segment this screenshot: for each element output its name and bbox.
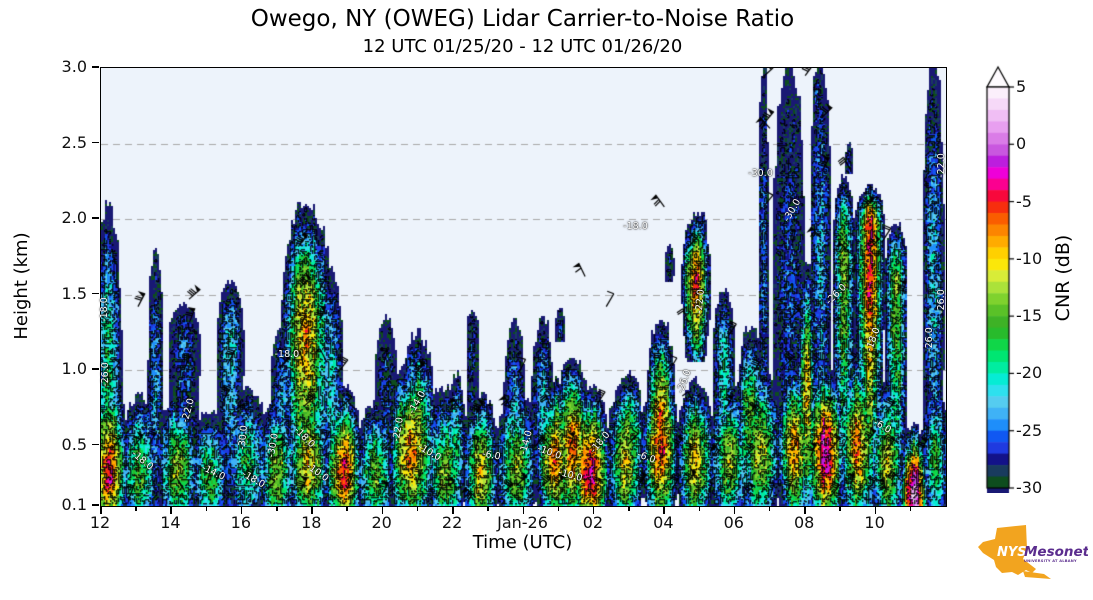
logo-tagline-text: UNIVERSITY AT ALBANY: [1024, 559, 1077, 563]
long-island-shape: [1023, 571, 1051, 579]
logo-nys-text: NYS: [997, 545, 1027, 560]
y-tick-label: 1.5: [61, 283, 87, 303]
x-minor-tick-mark: [135, 507, 137, 511]
x-minor-tick-mark: [205, 507, 208, 511]
x-minor-tick-mark: [839, 507, 841, 511]
x-minor-tick-mark: [487, 507, 489, 511]
colorbar: [984, 65, 1018, 493]
contour-label: -18.0: [274, 348, 300, 360]
y-tick-label: 2.0: [61, 208, 87, 228]
y-tick-label: 1.0: [61, 359, 87, 379]
chart-subtitle: 12 UTC 01/25/20 - 12 UTC 01/26/20: [362, 36, 683, 57]
contour-label: -26.0: [935, 289, 947, 314]
logo-mesonet-text: Mesonet: [1024, 544, 1088, 560]
y-tick-mark: [92, 368, 99, 370]
colorbar-tick-label: -20: [1016, 363, 1043, 383]
x-tick-label: 14: [160, 513, 181, 532]
colorbar-tick-label: -25: [1016, 420, 1043, 440]
x-tick-label: 12: [89, 513, 111, 532]
colorbar-tick-label: -30: [1016, 478, 1043, 497]
contour-label: -26.0: [923, 327, 935, 352]
x-tick-mark: [804, 507, 806, 514]
y-tick-mark: [92, 292, 99, 295]
y-tick-mark: [92, 66, 99, 68]
x-tick-label: 22: [441, 513, 463, 532]
x-tick-label: 04: [653, 513, 674, 532]
x-tick-mark: [381, 507, 384, 514]
y-tick-label: 3.0: [61, 57, 87, 76]
x-tick-mark: [240, 507, 243, 514]
y-tick-mark: [92, 217, 99, 219]
colorbar-tick-label: 5: [1016, 77, 1027, 96]
x-tick-mark: [170, 507, 172, 514]
x-minor-tick-mark: [557, 507, 560, 511]
y-tick-label: 2.5: [61, 132, 87, 152]
y-tick-label: 0.1: [61, 495, 87, 514]
nys-badge: [994, 544, 1022, 559]
x-tick-mark: [311, 507, 313, 514]
y-tick-label: 0.5: [61, 434, 87, 454]
x-tick-mark: [522, 507, 524, 514]
colorbar-tick-label: -5: [1016, 191, 1032, 211]
x-tick-label: 20: [371, 513, 392, 532]
colorbar-tick-label: -15: [1016, 306, 1043, 326]
x-tick-label: 18: [301, 513, 322, 532]
x-tick-mark: [663, 507, 665, 514]
contour-label: -30.0: [236, 424, 250, 451]
x-tick-mark: [100, 507, 102, 514]
contour-label: -22.0: [935, 153, 947, 178]
contour-label: -30.0: [748, 167, 773, 179]
x-tick-mark: [452, 507, 454, 514]
x-minor-tick-mark: [276, 507, 278, 511]
x-minor-tick-mark: [909, 507, 912, 511]
plot-area: -18.0 -26.0 -18.0 -22.0 -14.0 -30.0 -18.0 -18.0…: [99, 67, 947, 507]
x-tick-label: 10: [864, 513, 885, 532]
x-tick-mark: [592, 507, 595, 514]
y-axis-label: Height (km): [11, 232, 32, 340]
x-minor-tick-mark: [416, 507, 419, 511]
y-tick-mark: [92, 443, 99, 446]
x-minor-tick-mark: [346, 507, 348, 511]
y-tick-mark: [92, 504, 99, 506]
x-axis-label: Time (UTC): [472, 532, 573, 553]
x-tick-label: 06: [723, 513, 744, 532]
x-minor-tick-mark: [698, 507, 701, 511]
x-tick-label: 16: [230, 513, 251, 532]
x-tick-mark: [874, 507, 877, 514]
x-tick-label: Jan-26: [497, 513, 548, 532]
nys-mesonet-logo: NYS Mesonet UNIVERSITY AT ALBANY: [978, 525, 1088, 579]
contour-label: -18.0: [623, 220, 648, 232]
contour-label: -26.0: [100, 361, 112, 387]
colorbar-tick-label: 0: [1016, 134, 1027, 154]
colorbar-label: CNR (dB): [1052, 234, 1074, 322]
colorbar-tick-label: -10: [1016, 248, 1043, 268]
contour-label: -18.0: [99, 296, 111, 322]
cnr-heatmap-canvas: [101, 68, 946, 506]
y-tick-mark: [92, 141, 99, 144]
x-tick-label: 02: [582, 513, 604, 532]
x-tick-mark: [733, 507, 736, 514]
x-minor-tick-mark: [628, 507, 630, 511]
chart-title: Owego, NY (OWEG) Lidar Carrier-to-Noise …: [250, 6, 795, 32]
x-tick-label: 08: [793, 513, 815, 532]
x-minor-tick-mark: [768, 507, 771, 511]
